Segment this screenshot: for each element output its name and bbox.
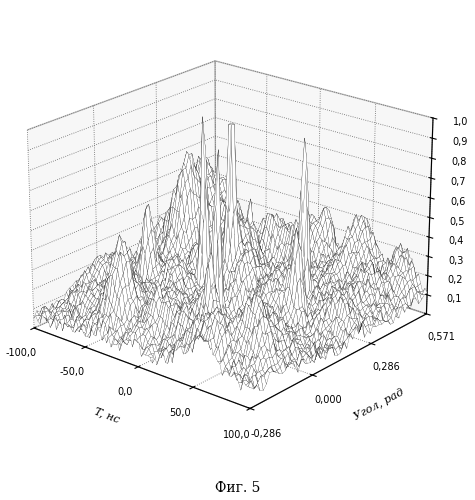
Y-axis label: Угол, рад: Угол, рад xyxy=(352,387,406,422)
Text: Фиг. 5: Фиг. 5 xyxy=(215,481,260,495)
X-axis label: T, нс: T, нс xyxy=(93,406,121,424)
